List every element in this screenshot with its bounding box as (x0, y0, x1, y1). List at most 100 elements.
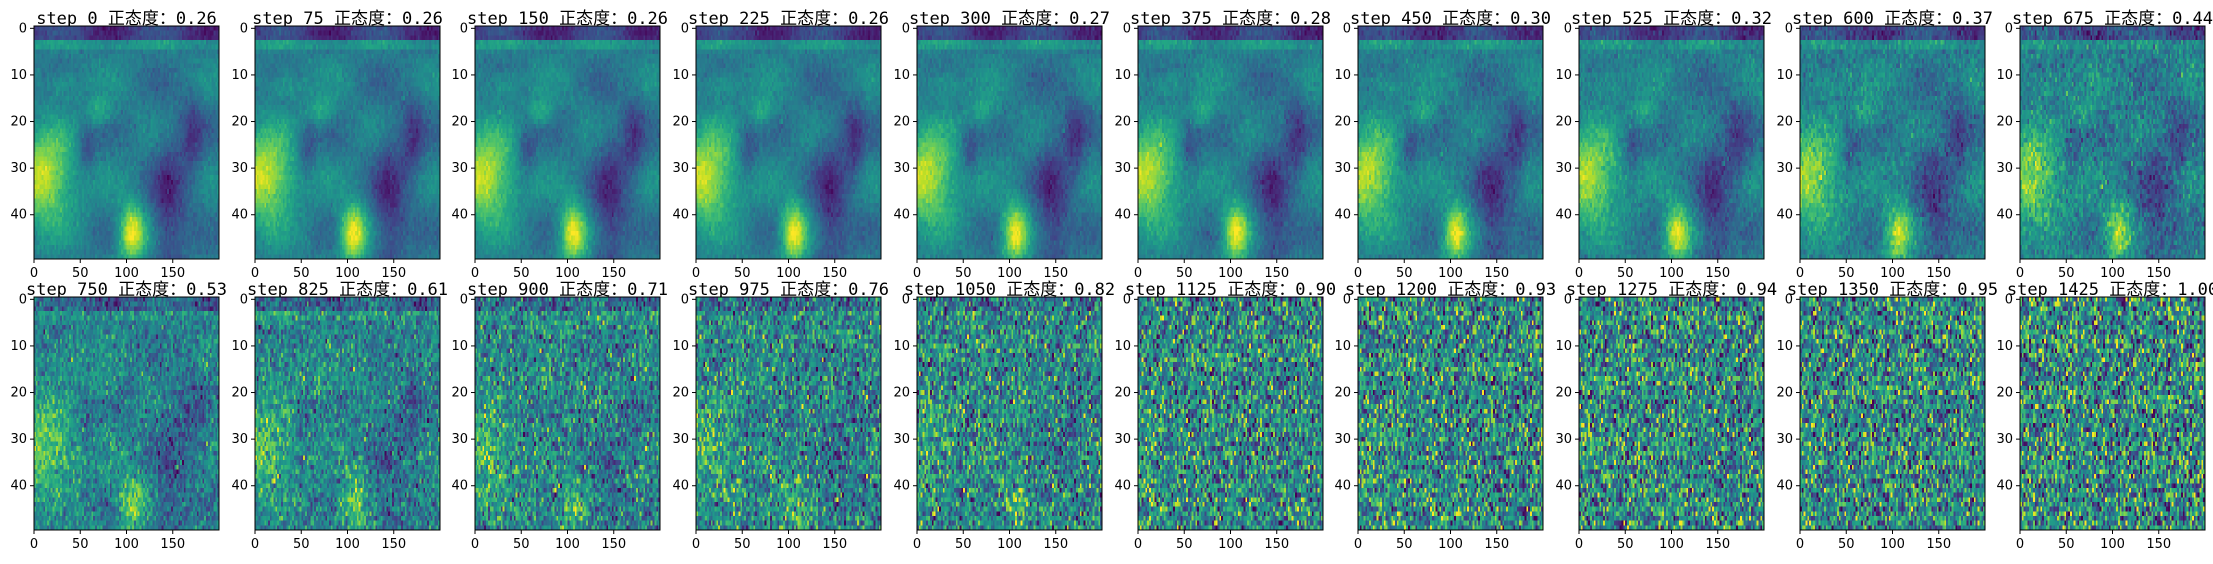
y-tick-label: 20 (451, 386, 468, 401)
y-tick-label: 20 (672, 386, 689, 401)
panel-title: step 300 正态度：0.27 (908, 9, 1111, 29)
x-tick-label: 100 (1880, 266, 1905, 281)
x-tick-label: 150 (1264, 537, 1289, 552)
axes-frame (1799, 296, 1986, 531)
y-tick-label: 0 (1343, 21, 1351, 36)
x-tick-label: 0 (692, 266, 700, 281)
x-tick-label: 50 (734, 266, 751, 281)
y-tick-label: 20 (1776, 386, 1793, 401)
x-tick-label: 100 (114, 266, 139, 281)
y-tick-label: 0 (1123, 292, 1131, 307)
axes: 0 50 100 150 0 10 20 30 40 (893, 292, 1103, 552)
y-tick-label: 0 (240, 21, 248, 36)
y-tick-label: 0 (1564, 292, 1572, 307)
heatmap-image (255, 297, 440, 530)
y-tick-label: 30 (672, 161, 689, 176)
y-tick-label: 40 (893, 479, 910, 494)
axes: 0 50 100 150 0 10 20 30 40 (451, 292, 661, 552)
heatmap-panel: step 225 正态度：0.26 0 50 100 150 0 10 20 30 40 (662, 0, 889, 283)
y-tick-label: 30 (451, 432, 468, 447)
heatmap-image (2020, 26, 2205, 259)
y-tick-label: 0 (1785, 292, 1793, 307)
heatmap-panel: step 525 正态度：0.32 0 50 100 150 0 10 20 30 40 (1545, 0, 1772, 283)
x-tick-label: 50 (2058, 537, 2075, 552)
heatmap-image (1138, 26, 1323, 259)
axes: 0 50 100 150 0 10 20 30 40 (231, 21, 441, 281)
y-tick-label: 30 (893, 161, 910, 176)
axes: 0 50 100 150 0 10 20 30 40 (10, 21, 220, 281)
axes-frame (695, 25, 882, 260)
heatmap-image (1358, 26, 1543, 259)
y-tick-label: 0 (1343, 292, 1351, 307)
axes: 0 50 100 150 0 10 20 30 40 (672, 292, 882, 552)
y-tick-label: 40 (1114, 208, 1131, 223)
y-tick-label: 0 (902, 21, 910, 36)
x-tick-label: 0 (251, 266, 259, 281)
heatmap-panel: step 1050 正态度：0.82 0 50 100 150 0 10 20 30 40 (883, 271, 1115, 554)
x-tick-label: 50 (1396, 537, 1413, 552)
x-tick-label: 50 (955, 266, 972, 281)
heatmap-panel: step 375 正态度：0.28 0 50 100 150 0 10 20 30 40 (1104, 0, 1331, 283)
y-tick-label: 10 (231, 68, 248, 83)
x-tick-label: 50 (513, 266, 530, 281)
axes: 0 50 100 150 0 10 20 30 40 (1776, 292, 1986, 552)
x-tick-label: 0 (1354, 266, 1362, 281)
y-tick-label: 10 (1114, 68, 1131, 83)
y-tick-label: 10 (893, 339, 910, 354)
heatmap-panel: step 1275 正态度：0.94 0 50 100 150 0 10 20 30 40 (1545, 271, 1777, 554)
y-tick-label: 10 (672, 339, 689, 354)
y-tick-label: 20 (231, 115, 248, 130)
x-tick-label: 0 (1796, 537, 1804, 552)
x-tick-label: 100 (1438, 537, 1463, 552)
y-tick-label: 30 (10, 432, 27, 447)
axes-frame (1137, 296, 1324, 531)
x-tick-label: 0 (2016, 266, 2024, 281)
x-tick-label: 50 (1617, 266, 1634, 281)
x-tick-label: 100 (555, 537, 580, 552)
panel-title: step 825 正态度：0.61 (246, 280, 449, 300)
y-tick-label: 10 (1776, 68, 1793, 83)
axes-frame (916, 296, 1103, 531)
y-tick-label: 10 (1776, 339, 1793, 354)
heatmap-image (34, 297, 219, 530)
x-tick-label: 50 (1617, 537, 1634, 552)
y-tick-label: 30 (1776, 432, 1793, 447)
axes: 0 50 100 150 0 10 20 30 40 (672, 21, 882, 281)
x-tick-label: 0 (1134, 537, 1142, 552)
y-tick-label: 10 (1555, 339, 1572, 354)
y-tick-label: 0 (681, 292, 689, 307)
x-tick-label: 150 (160, 537, 185, 552)
y-tick-label: 20 (10, 115, 27, 130)
y-tick-label: 40 (231, 208, 248, 223)
y-tick-label: 40 (893, 208, 910, 223)
x-tick-label: 0 (471, 537, 479, 552)
x-tick-label: 50 (1176, 266, 1193, 281)
y-tick-label: 10 (451, 68, 468, 83)
heatmap-image (475, 26, 660, 259)
y-tick-label: 40 (1555, 208, 1572, 223)
x-tick-label: 50 (1176, 537, 1193, 552)
y-tick-label: 10 (1996, 339, 2013, 354)
heatmap-image (2020, 297, 2205, 530)
heatmap-panel: step 825 正态度：0.61 0 50 100 150 0 10 20 30 40 (221, 271, 448, 554)
x-tick-label: 100 (1659, 537, 1684, 552)
y-tick-label: 40 (451, 208, 468, 223)
y-tick-label: 0 (19, 21, 27, 36)
axes: 0 50 100 150 0 10 20 30 40 (1555, 292, 1765, 552)
y-tick-label: 40 (1555, 479, 1572, 494)
axes: 0 50 100 150 0 10 20 30 40 (10, 292, 220, 552)
panel-title: step 1200 正态度：0.93 (1344, 280, 1557, 300)
x-tick-label: 0 (1796, 266, 1804, 281)
x-tick-label: 150 (601, 266, 626, 281)
axes: 0 50 100 150 0 10 20 30 40 (1334, 21, 1544, 281)
y-tick-label: 40 (231, 479, 248, 494)
y-tick-label: 20 (1114, 115, 1131, 130)
panel-title: step 675 正态度：0.44 (2011, 9, 2213, 29)
y-tick-label: 20 (231, 386, 248, 401)
x-tick-label: 150 (1926, 537, 1951, 552)
y-tick-label: 40 (1114, 479, 1131, 494)
axes: 0 50 100 150 0 10 20 30 40 (1555, 21, 1765, 281)
x-tick-label: 0 (30, 266, 38, 281)
x-tick-label: 100 (776, 266, 801, 281)
